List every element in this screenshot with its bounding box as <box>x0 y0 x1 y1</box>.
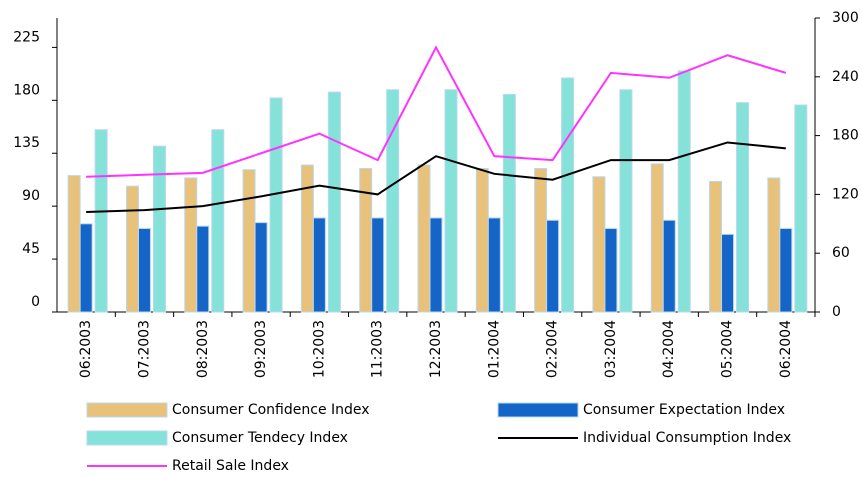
y-tick-label: 225 <box>13 29 40 45</box>
x-tick-label: 09:2003 <box>253 320 269 378</box>
bar <box>429 217 443 313</box>
bar <box>79 223 93 313</box>
bar <box>152 145 166 313</box>
bar <box>592 176 606 313</box>
y-tick-label: 0 <box>31 294 40 310</box>
bar <box>604 228 618 313</box>
bar <box>312 217 326 313</box>
legend-swatch <box>497 402 579 418</box>
bar <box>327 91 341 313</box>
x-tick-label: 02:2004 <box>545 320 561 378</box>
legend-label: Retail Sale Index <box>172 458 289 474</box>
bar <box>444 89 458 313</box>
y2-tick-label: 240 <box>832 69 859 85</box>
bar <box>561 77 575 313</box>
bar <box>196 225 210 313</box>
line <box>86 45 787 178</box>
bar <box>94 129 108 313</box>
y2-tick-label: 180 <box>832 128 859 144</box>
legend-label: Individual Consumption Index <box>583 430 791 446</box>
legend-swatch <box>86 430 168 446</box>
x-tick-label: 04:2004 <box>661 320 677 378</box>
legend-label: Consumer Confidence Index <box>172 402 370 418</box>
bar <box>650 163 664 313</box>
bar <box>137 228 151 313</box>
bar <box>242 169 256 313</box>
x-tick-label: 07:2003 <box>136 320 152 378</box>
legend-label: Consumer Tendecy Index <box>172 430 348 446</box>
legend-label: Consumer Expectation Index <box>583 402 785 418</box>
bar <box>254 222 268 313</box>
bar <box>417 164 431 313</box>
x-tick-label: 06:2003 <box>78 320 94 378</box>
bar <box>709 180 723 313</box>
bar <box>662 219 676 313</box>
bar <box>67 175 81 313</box>
x-tick-label: 05:2004 <box>720 320 736 378</box>
x-tick-label: 01:2004 <box>486 320 502 378</box>
bar <box>794 104 808 313</box>
bar <box>736 102 750 313</box>
y-tick-label: 90 <box>22 188 40 204</box>
x-tick-label: 06:2004 <box>778 320 794 378</box>
bar <box>487 217 501 313</box>
bar <box>386 89 400 313</box>
x-tick-label: 12:2003 <box>428 320 444 378</box>
bar <box>721 233 735 313</box>
y2-tick-label: 0 <box>832 304 841 320</box>
bar <box>502 93 516 313</box>
bar <box>546 219 560 313</box>
bar <box>475 168 489 313</box>
bar <box>359 168 373 313</box>
y-tick-label: 180 <box>13 82 40 98</box>
y-tick-label: 45 <box>22 241 40 257</box>
y-tick-label: 135 <box>13 135 40 151</box>
line <box>86 141 786 214</box>
y2-tick-label: 60 <box>832 245 850 261</box>
y2-tick-label: 120 <box>832 186 859 202</box>
bar <box>534 168 548 313</box>
bar <box>184 177 198 313</box>
x-tick-label: 08:2003 <box>195 320 211 378</box>
bar <box>767 177 781 313</box>
bar <box>269 97 283 313</box>
bar <box>211 129 225 313</box>
x-tick-label: 03:2004 <box>603 320 619 378</box>
legend-swatch <box>86 402 168 418</box>
x-tick-label: 10:2003 <box>311 320 327 378</box>
y2-tick-label: 300 <box>832 10 859 26</box>
bar <box>125 185 139 313</box>
bar <box>371 217 385 313</box>
bar <box>619 89 633 313</box>
bar <box>779 228 793 313</box>
x-tick-label: 11:2003 <box>370 320 386 378</box>
bar <box>677 70 691 313</box>
